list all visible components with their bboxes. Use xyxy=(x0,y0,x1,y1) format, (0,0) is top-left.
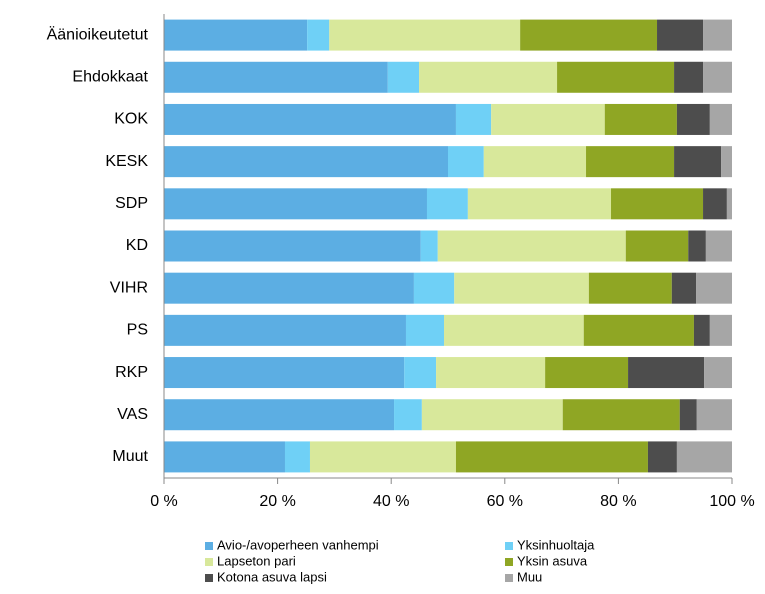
bar-segment xyxy=(164,61,388,93)
bar-segment xyxy=(455,103,492,135)
y-tick-label: Muut xyxy=(112,448,148,465)
x-tick-label: 20 % xyxy=(259,493,295,510)
bar-segment xyxy=(709,103,732,135)
bar-segment xyxy=(404,357,437,389)
bar-segment xyxy=(674,146,722,178)
bar-segment xyxy=(588,272,672,304)
bar-segment xyxy=(164,188,427,220)
bar-segment xyxy=(164,357,405,389)
bar-segment xyxy=(454,272,589,304)
legend-label: Muu xyxy=(517,569,542,584)
bar-segment xyxy=(674,61,704,93)
bar-segment xyxy=(704,357,732,389)
bar-segment xyxy=(405,314,445,346)
bar-segment xyxy=(657,19,704,51)
x-tick-label: 0 % xyxy=(150,493,178,510)
bar-segment xyxy=(436,357,546,389)
x-tick-label: 100 % xyxy=(709,493,754,510)
bar-segment xyxy=(448,146,484,178)
bar-segment xyxy=(703,19,732,51)
bar-segment xyxy=(679,399,697,431)
bar-segment xyxy=(329,19,521,51)
bar-segment xyxy=(421,399,563,431)
bar-segment xyxy=(545,357,629,389)
bar-segment xyxy=(676,103,710,135)
legend-swatch xyxy=(205,574,213,582)
bar-segment xyxy=(676,441,732,473)
y-tick-label: Ehdokkaat xyxy=(72,68,148,85)
y-tick-label: KD xyxy=(126,237,148,254)
bar-segment xyxy=(387,61,420,93)
y-tick-label: VIHR xyxy=(110,279,148,296)
bar-segment xyxy=(647,441,677,473)
legend-swatch xyxy=(505,542,513,550)
bar-segment xyxy=(284,441,310,473)
bar-segment xyxy=(726,188,732,220)
bar-segment xyxy=(444,314,584,346)
legend-swatch xyxy=(205,558,213,566)
bar-segment xyxy=(696,399,732,431)
y-tick-label: PS xyxy=(127,322,148,339)
y-tick-label: RKP xyxy=(115,364,148,381)
legend-label: Avio-/avoperheen vanhempi xyxy=(217,537,379,552)
bar-segment xyxy=(586,146,675,178)
bar-segment xyxy=(164,272,414,304)
bar-segment xyxy=(419,61,558,93)
bar-segment xyxy=(671,272,697,304)
legend-swatch xyxy=(205,542,213,550)
bar-segment xyxy=(628,357,705,389)
bar-segment xyxy=(483,146,587,178)
bar-segment xyxy=(562,399,680,431)
legend-swatch xyxy=(505,574,513,582)
bar-segment xyxy=(164,230,421,262)
legend-swatch xyxy=(505,558,513,566)
bar-segment xyxy=(625,230,689,262)
y-tick-label: Äänioikeutetut xyxy=(47,25,149,43)
bar-segment xyxy=(583,314,694,346)
bar-segment xyxy=(307,19,330,51)
bar-segment xyxy=(520,19,658,51)
x-tick-label: 60 % xyxy=(487,493,523,510)
y-tick-label: KESK xyxy=(105,153,148,170)
bar-segment xyxy=(688,230,706,262)
bar-segment xyxy=(164,19,308,51)
bar-segment xyxy=(611,188,704,220)
x-tick-label: 80 % xyxy=(600,493,636,510)
y-tick-label: KOK xyxy=(114,111,148,128)
bar-segment xyxy=(164,146,448,178)
bar-segment xyxy=(693,314,710,346)
y-tick-label: SDP xyxy=(115,195,148,212)
bar-segment xyxy=(164,103,456,135)
legend-label: Yksin asuva xyxy=(517,553,588,568)
x-tick-label: 40 % xyxy=(373,493,409,510)
bar-segment xyxy=(703,188,727,220)
bar-segment xyxy=(413,272,455,304)
legend-label: Lapseton pari xyxy=(217,553,296,568)
bar-segment xyxy=(437,230,626,262)
legend-label: Yksinhuoltaja xyxy=(517,537,595,552)
bar-segment xyxy=(491,103,605,135)
bar-segment xyxy=(604,103,677,135)
bar-segment xyxy=(164,441,285,473)
bar-segment xyxy=(721,146,732,178)
bar-segment xyxy=(467,188,612,220)
bar-segment xyxy=(309,441,456,473)
bar-segment xyxy=(426,188,468,220)
bar-segment xyxy=(705,230,732,262)
bar-segment xyxy=(394,399,422,431)
bar-segment xyxy=(696,272,732,304)
bar-segment xyxy=(164,314,406,346)
bar-segment xyxy=(703,61,732,93)
bar-segment xyxy=(455,441,648,473)
legend-label: Kotona asuva lapsi xyxy=(217,569,327,584)
bar-segment xyxy=(164,399,395,431)
bar-segment xyxy=(420,230,438,262)
bar-segment xyxy=(557,61,675,93)
y-tick-label: VAS xyxy=(117,406,148,423)
bar-segment xyxy=(709,314,732,346)
